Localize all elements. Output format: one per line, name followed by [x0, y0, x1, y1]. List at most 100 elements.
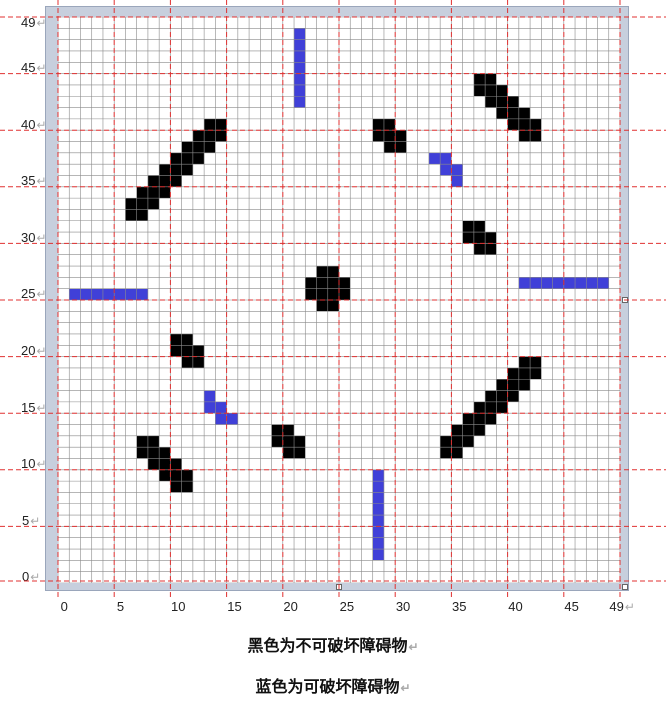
- black-obstacle-cell: [462, 232, 474, 244]
- blue-obstacle-cell: [541, 277, 553, 289]
- blue-obstacle-cell: [372, 503, 384, 516]
- black-obstacle-cell: [462, 413, 474, 425]
- black-obstacle-cell: [339, 277, 351, 289]
- black-obstacle-cell: [316, 288, 328, 300]
- black-obstacle-cell: [192, 130, 205, 142]
- blue-obstacle-cell: [69, 288, 81, 300]
- black-obstacle-cell: [473, 220, 486, 233]
- blue-obstacle-cell: [451, 175, 463, 187]
- black-obstacle-cell: [462, 220, 474, 233]
- black-obstacle-cell: [327, 288, 339, 300]
- y-tick-label: 45↵: [21, 59, 47, 75]
- black-obstacle-cell: [159, 164, 171, 176]
- black-obstacle-cell: [507, 367, 519, 380]
- grid-canvas: [58, 17, 620, 583]
- black-obstacle-cell: [170, 345, 182, 357]
- x-tick-label: 15: [227, 599, 242, 614]
- black-obstacle-cell: [530, 367, 542, 380]
- x-tick-label: 0: [60, 599, 68, 614]
- black-obstacle-cell: [496, 401, 508, 414]
- black-obstacle-cell: [485, 73, 497, 85]
- blue-obstacle-cell: [294, 62, 306, 74]
- black-obstacle-cell: [282, 435, 295, 448]
- black-obstacle-cell: [159, 186, 171, 199]
- black-obstacle-cell: [518, 379, 531, 391]
- blue-obstacle-cell: [294, 39, 306, 51]
- black-obstacle-cell: [125, 209, 137, 221]
- black-obstacle-cell: [147, 447, 160, 459]
- blue-obstacle-cell: [294, 96, 306, 108]
- black-obstacle-cell: [181, 333, 193, 346]
- blue-obstacle-cell: [80, 288, 92, 300]
- line-mark: ↵: [624, 600, 635, 614]
- black-obstacle-cell: [170, 469, 182, 482]
- blue-obstacle-cell: [91, 288, 103, 300]
- black-obstacle-cell: [181, 164, 193, 176]
- blue-obstacle-cell: [136, 288, 148, 300]
- line-mark: ↵: [36, 60, 47, 75]
- resize-handle-right[interactable]: [622, 297, 628, 303]
- black-obstacle-cell: [181, 345, 193, 357]
- blue-obstacle-cell: [372, 537, 384, 550]
- black-obstacle-cell: [507, 96, 519, 108]
- black-obstacle-cell: [147, 175, 160, 187]
- caption-black-text: 黑色为不可破坏障碍物: [247, 638, 408, 655]
- blue-obstacle-cell: [451, 164, 463, 176]
- blue-obstacle-cell: [372, 526, 384, 538]
- black-obstacle-cell: [518, 130, 531, 142]
- blue-obstacle-cell: [597, 277, 609, 289]
- blue-obstacle-cell: [372, 549, 384, 561]
- black-obstacle-cell: [530, 130, 542, 142]
- caption-blue-obstacles: 蓝色为可破坏障碍物↵: [0, 673, 666, 697]
- blue-obstacle-cell: [530, 277, 542, 289]
- black-obstacle-cell: [147, 198, 160, 210]
- blue-obstacle-cell: [440, 152, 452, 165]
- x-tick-label: 20: [283, 599, 298, 614]
- black-obstacle-cell: [485, 232, 497, 244]
- resize-handle-bottom[interactable]: [336, 584, 342, 590]
- black-obstacle-cell: [192, 152, 205, 165]
- black-obstacle-cell: [372, 130, 384, 142]
- black-obstacle-cell: [496, 390, 508, 402]
- black-obstacle-cell: [372, 118, 384, 131]
- black-obstacle-cell: [440, 435, 452, 448]
- black-obstacle-cell: [147, 435, 160, 448]
- black-obstacle-cell: [170, 152, 182, 165]
- black-obstacle-cell: [462, 435, 474, 448]
- resize-handle-corner[interactable]: [622, 584, 628, 590]
- blue-obstacle-cell: [518, 277, 531, 289]
- black-obstacle-cell: [192, 345, 205, 357]
- x-tick-label: 45: [564, 599, 579, 614]
- y-tick-label: 25↵: [21, 286, 47, 302]
- black-obstacle-cell: [451, 435, 463, 448]
- blue-obstacle-cell: [372, 515, 384, 527]
- black-obstacle-cell: [282, 447, 295, 459]
- blue-obstacle-cell: [372, 481, 384, 493]
- black-obstacle-cell: [204, 118, 216, 131]
- blue-obstacle-cell: [114, 288, 126, 300]
- line-mark: ↵: [36, 400, 47, 415]
- blue-obstacle-cell: [215, 401, 227, 414]
- blue-obstacle-cell: [563, 277, 576, 289]
- black-obstacle-cell: [215, 118, 227, 131]
- black-obstacle-cell: [473, 243, 486, 255]
- black-obstacle-cell: [159, 458, 171, 470]
- black-obstacle-cell: [507, 379, 519, 391]
- black-obstacle-cell: [473, 424, 486, 436]
- black-obstacle-cell: [383, 141, 396, 153]
- x-tick-label: 30: [395, 599, 411, 614]
- black-obstacle-cell: [530, 118, 542, 131]
- black-obstacle-cell: [518, 356, 531, 368]
- black-obstacle-cell: [136, 447, 148, 459]
- x-tick-label: 10: [171, 599, 186, 614]
- blue-obstacle-cell: [215, 413, 227, 425]
- black-obstacle-cell: [327, 277, 339, 289]
- black-obstacle-cell: [327, 266, 339, 278]
- y-tick-label: 40↵: [21, 116, 47, 132]
- blue-obstacle-cell: [440, 164, 452, 176]
- black-obstacle-cell: [473, 413, 486, 425]
- black-obstacle-cell: [170, 458, 182, 470]
- black-obstacle-cell: [181, 469, 193, 482]
- line-mark: ↵: [36, 343, 47, 358]
- line-mark: ↵: [400, 681, 411, 695]
